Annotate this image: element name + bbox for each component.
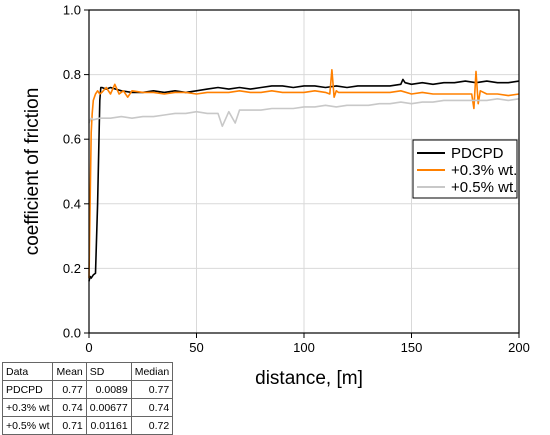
legend-label-0-5-wt: +0.5% wt. [451,179,517,196]
stats-row: +0.5% wt 0.71 0.01161 0.72 [1,416,174,435]
axis-ticks: 0 50 100 150 200 0.0 0.2 0.4 0.6 0.8 1.0 [63,3,530,356]
stats-row: PDCPD 0.77 0.0089 0.77 [1,380,174,399]
grid-lines [89,10,519,333]
stats-cell: PDCPD [1,380,54,399]
legend-label-pdcpd: PDCPD [451,145,504,162]
stats-cell: 0.74 [130,398,174,417]
stats-cell: +0.3% wt [1,398,54,417]
legend-label-0-3-wt: +0.3% wt. [451,162,517,179]
legend: PDCPD +0.3% wt. +0.5% wt. [412,139,518,199]
stats-cell: +0.5% wt [1,416,54,435]
y-tick-label: 0.6 [63,132,81,147]
stats-header-median: Median [130,362,174,381]
x-tick-label: 100 [293,340,315,355]
stats-cell: 0.00677 [85,398,132,417]
y-axis-title: coefficient of friction [22,88,43,256]
stats-cell: 0.74 [52,398,87,417]
series-line-2 [88,98,520,128]
stats-cell: 0.72 [130,416,174,435]
y-tick-label: 0.8 [63,67,81,82]
stats-cell: 0.77 [130,380,174,399]
stats-header-row: Data Mean SD Median [1,362,174,381]
stats-table: Data Mean SD Median PDCPD 0.77 0.0089 0.… [1,362,174,435]
y-tick-label: 0.4 [63,196,81,211]
y-tick-label: 0.0 [63,326,81,341]
x-tick-label: 50 [189,340,203,355]
x-tick-label: 0 [85,340,92,355]
stats-cell: 0.71 [52,416,87,435]
series-lines [88,69,520,282]
stats-cell: 0.0089 [85,380,132,399]
x-tick-label: 150 [401,340,423,355]
series-line-1 [88,69,520,279]
x-axis-title: distance, [m] [255,368,363,389]
stats-cell: 0.77 [52,380,87,399]
stats-cell: 0.01161 [85,416,132,435]
stats-header-data: Data [1,362,54,381]
y-tick-label: 1.0 [63,3,81,18]
y-tick-label: 0.2 [63,261,81,276]
stats-row: +0.3% wt 0.74 0.00677 0.74 [1,398,174,417]
friction-chart: 0 50 100 150 200 0.0 0.2 0.4 0.6 0.8 1.0 coefficie… [22,3,530,390]
stats-header-sd: SD [85,362,132,381]
x-tick-label: 200 [508,340,530,355]
series-line-0 [88,78,520,282]
stats-header-mean: Mean [52,362,87,381]
